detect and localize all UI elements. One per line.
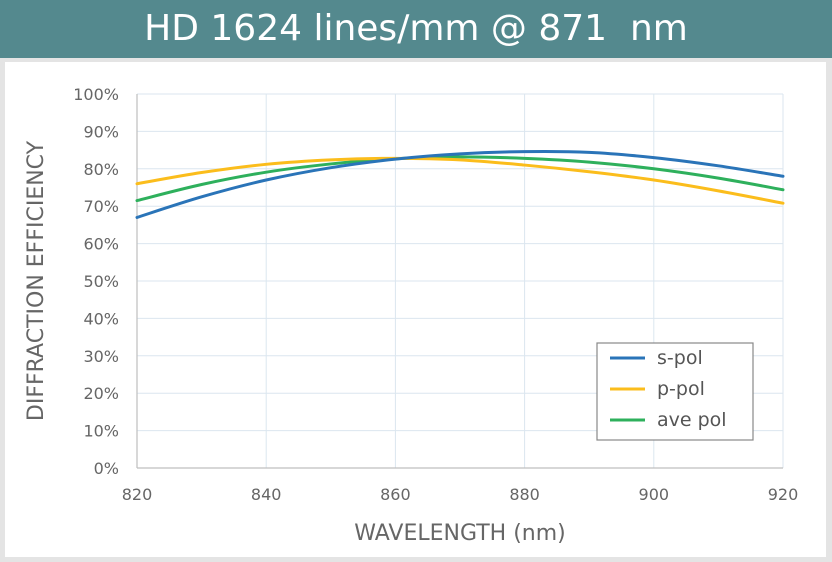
x-tick-label: 900 xyxy=(639,485,670,504)
y-tick-label: 90% xyxy=(83,122,119,141)
x-tick-label: 840 xyxy=(251,485,282,504)
tick-labels: 0% 10% 20% 30% 40% 50% 60% 70% 80% 90% 100% 820 840 8… xyxy=(73,85,798,504)
y-tick-label: 30% xyxy=(83,347,119,366)
series-lines xyxy=(135,149,785,219)
x-tick-label: 860 xyxy=(380,485,411,504)
y-tick-label: 40% xyxy=(83,309,119,328)
x-tick-label: 820 xyxy=(122,485,153,504)
series-line-s-pol xyxy=(135,149,785,219)
x-tick-label: 920 xyxy=(768,485,799,504)
legend-label: s-pol xyxy=(657,347,703,369)
y-tick-label: 10% xyxy=(83,422,119,441)
x-axis-label: WAVELENGTH (nm) xyxy=(354,521,566,546)
y-tick-label: 0% xyxy=(94,459,119,478)
legend: s-pol p-pol ave pol xyxy=(596,342,754,441)
series-line-p-pol xyxy=(135,156,785,205)
y-tick-label: 20% xyxy=(83,384,119,403)
y-tick-label: 80% xyxy=(83,160,119,179)
y-tick-label: 70% xyxy=(83,197,119,216)
axes xyxy=(136,94,783,469)
y-tick-label: 50% xyxy=(83,272,119,291)
y-tick-label: 100% xyxy=(73,85,119,104)
legend-label: p-pol xyxy=(657,378,705,400)
y-axis-label: DIFFRACTION EFFICIENCY xyxy=(24,140,49,421)
plot-panel xyxy=(5,62,826,557)
y-tick-label: 60% xyxy=(83,235,119,254)
chart-title: HD 1624 lines/mm @ 871 nm xyxy=(0,0,832,58)
legend-label: ave pol xyxy=(657,409,727,431)
x-tick-label: 880 xyxy=(509,485,540,504)
series-line-ave-pol xyxy=(135,155,785,203)
